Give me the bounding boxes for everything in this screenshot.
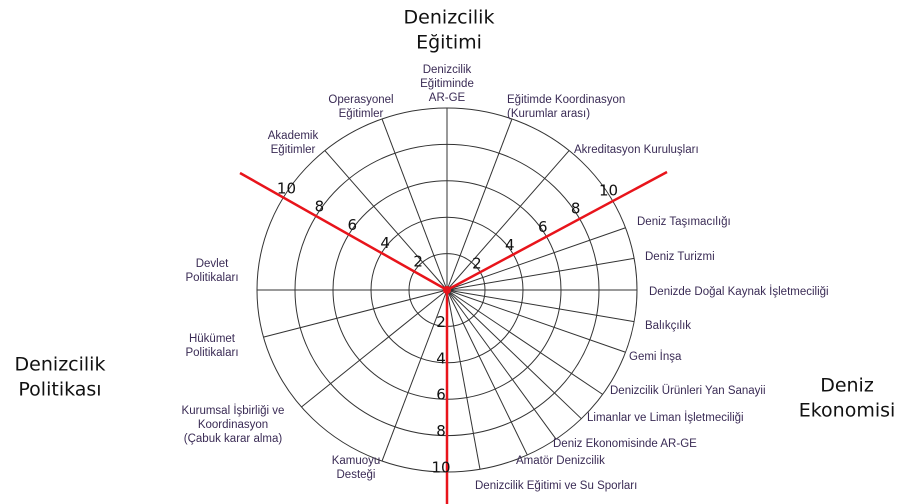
spoke [301, 289, 448, 408]
ring-label: 6 [347, 216, 357, 234]
spoke [446, 257, 635, 291]
section-title: Denizcilik [404, 7, 495, 29]
spoke-label: Akreditasyon Kuruluşları [574, 144, 699, 156]
spoke-label: Devlet [196, 258, 229, 270]
ring-label: 2 [413, 252, 423, 270]
spoke [324, 150, 448, 291]
spoke-label: AR-GE [429, 92, 466, 104]
spoke-label: Eğitimde Koordinasyon [507, 94, 625, 106]
spoke [381, 118, 448, 291]
ring-label: 6 [538, 218, 548, 236]
section-title: Politikası [18, 379, 101, 401]
spoke [446, 118, 513, 291]
divider [446, 170, 668, 292]
spoke-label: Politikaları [185, 347, 238, 359]
spoke [446, 289, 603, 395]
section-title: Ekonomisi [799, 400, 896, 422]
ring-label: 6 [436, 386, 446, 404]
section-title: Deniz [820, 375, 874, 397]
spoke-label: Eğitimler [339, 108, 384, 120]
spoke-label: Amatör Denizcilik [516, 455, 605, 467]
spoke [446, 289, 626, 353]
spoke-label: Operasyonel [328, 94, 393, 106]
spoke [446, 289, 582, 420]
spoke-label: Kamuoyu [332, 455, 381, 467]
ring-label: 2 [436, 313, 446, 331]
spoke-label: Desteği [337, 469, 376, 481]
spoke [381, 289, 448, 462]
spoke [446, 289, 557, 440]
ring-label: 8 [436, 422, 446, 440]
spoke [446, 289, 635, 323]
section-title: Eğitimi [416, 32, 482, 54]
ring-label: 4 [436, 349, 446, 367]
spoke-label: Eğitimler [271, 144, 316, 156]
ring-label: 4 [380, 234, 390, 252]
ring-label: 10 [599, 182, 618, 200]
spoke-label: Balıkçılık [645, 320, 691, 332]
spoke-label: Hükümet [189, 333, 236, 345]
spoke-label: Denizcilik [423, 64, 472, 76]
spoke-label: (Kurumlar arası) [507, 108, 590, 120]
section-title: Denizcilik [15, 354, 106, 376]
divider [239, 171, 448, 292]
spoke-label: Deniz Taşımacılığı [637, 216, 731, 228]
ring-label: 2 [472, 254, 482, 272]
spoke [446, 289, 481, 470]
spoke-label: Kurumsal İşbirliği ve [182, 404, 285, 417]
spoke [263, 289, 448, 338]
spoke-label: Eğitiminde [420, 78, 474, 90]
spoke-label: Deniz Turizmi [645, 251, 715, 263]
ring-label: 8 [315, 198, 325, 216]
center-dot [443, 286, 451, 294]
spoke-label: Gemi İnşa [629, 350, 682, 363]
spoke-label: (Çabuk karar alma) [184, 433, 283, 445]
spoke-label: Deniz Ekonomisinde AR-GE [553, 438, 697, 450]
spoke-label: Denizcilik Eğitimi ve Su Sporları [475, 480, 637, 492]
spoke-label: Limanlar ve Liman İşletmeciliği [587, 411, 744, 424]
spoke-label: Denizde Doğal Kaynak İşletmeciliği [649, 285, 829, 298]
spoke [446, 289, 528, 456]
spoke [446, 150, 570, 291]
ring-label: 10 [277, 180, 296, 198]
spoke-label: Politikaları [185, 272, 238, 284]
spoke [446, 227, 626, 291]
ring-label: 10 [431, 459, 450, 477]
spoke-label: Denizcilik Ürünleri Yan Sanayii [610, 385, 766, 397]
spoke-label: Koordinasyon [198, 419, 268, 431]
ring-label: 4 [505, 236, 515, 254]
spoke-label: Akademik [268, 130, 319, 142]
ring-label: 8 [571, 200, 581, 218]
